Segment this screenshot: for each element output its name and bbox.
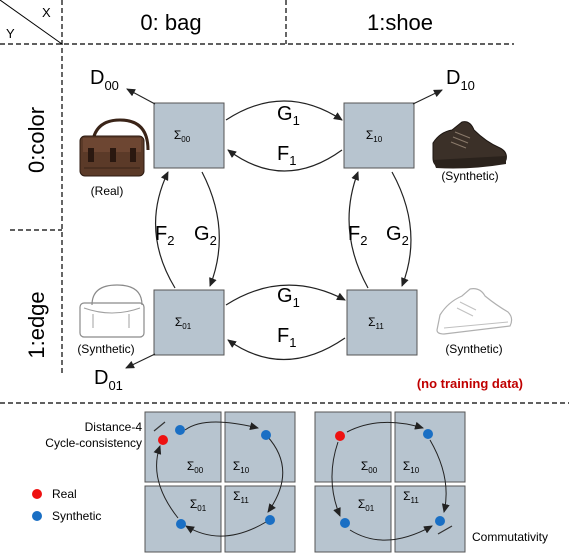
label-f2-left: F2 [155, 223, 174, 248]
arrow-g2-left [201, 171, 220, 287]
mini-left-real-dot [158, 435, 168, 445]
sigma-10-box [343, 102, 415, 169]
legend-synthetic-label: Synthetic [52, 509, 101, 523]
label-f1-top: F1 [277, 143, 296, 168]
arrow-f2-right [348, 171, 369, 289]
mini-right-sigma-10-label: Σ10 [403, 459, 420, 475]
mini-right-sigma-11-box [394, 485, 466, 553]
mini-right-sigma-00-label: Σ00 [361, 459, 378, 475]
row-header-color: 0:color [24, 107, 49, 173]
arrow-d00 [126, 88, 156, 105]
label-g2-right: G2 [386, 223, 409, 248]
note-no-training-data: (no training data) [417, 376, 523, 391]
sigma-10-label: Σ10 [366, 128, 383, 144]
label-d01: D01 [94, 367, 123, 393]
mini-right-real-dot [335, 431, 345, 441]
arrow-f2-left [155, 171, 176, 289]
caption-bag-edge: (Synthetic) [77, 342, 134, 356]
caption-shoe-edge: (Synthetic) [445, 342, 502, 356]
label-d10: D10 [446, 67, 475, 93]
arrow-g1-bottom [225, 284, 346, 306]
mini-left-sigma-10-label: Σ10 [233, 459, 250, 475]
mini-group-right: Σ00 Σ10 Σ01 Σ11 [314, 411, 466, 553]
mini-right-arrow-2 [429, 439, 450, 513]
arrow-f1-bottom [227, 337, 346, 361]
mini-right-sigma-00-box [314, 411, 392, 483]
row-header-edge: 1:edge [24, 291, 49, 358]
mini-left-sigma-00-label: Σ00 [187, 459, 204, 475]
sigma-00-box [153, 102, 225, 169]
mini-left-arrow-3 [185, 521, 267, 537]
mini-right-arrow-3 [331, 441, 341, 517]
arrow-d01 [125, 353, 156, 369]
label-f2-right: F2 [348, 223, 367, 248]
legend-real-dot [32, 489, 42, 499]
mini-left-synthetic-dot-4 [176, 519, 186, 529]
dark-shoe-photo-icon [432, 121, 507, 169]
caption-shoe-color: (Synthetic) [441, 169, 498, 183]
leather-bag-photo-icon [79, 118, 150, 177]
sigma-11-box [346, 289, 418, 356]
mini-group-left: Σ00 Σ10 Σ01 Σ11 [144, 411, 296, 553]
label-g1-bottom: G1 [277, 285, 300, 310]
mini-right-arrow-1 [346, 421, 424, 433]
legend-synthetic-dot [32, 511, 42, 521]
arrow-g1-top [225, 100, 343, 121]
mini-left-sigma-11-box [224, 485, 296, 553]
mini-right-distance-bar-icon [437, 525, 453, 535]
legend-real-label: Real [52, 487, 77, 501]
mini-right-sigma-11-label: Σ11 [403, 489, 419, 505]
label-g1-top: G1 [277, 103, 300, 128]
mini-left-arrow-4 [153, 445, 179, 519]
mini-left-arrow-2 [266, 435, 284, 513]
label-g2-left: G2 [194, 223, 217, 248]
shoe-edge-sketch-icon [436, 288, 513, 335]
label-distance-4: Distance-4 [85, 420, 143, 434]
mini-left-sigma-01-label: Σ01 [190, 497, 207, 513]
sigma-01-box [153, 289, 225, 356]
mini-left-synthetic-dot-3 [265, 515, 275, 525]
corner-y-label: Y [6, 26, 15, 41]
mini-right-synthetic-dot-1 [423, 429, 433, 439]
mini-right-sigma-01-label: Σ01 [358, 497, 375, 513]
label-f1-bottom: F1 [277, 325, 296, 350]
corner-x-label: X [42, 5, 51, 20]
mini-left-distance-bar-icon [153, 421, 166, 432]
column-header-shoe: 1:shoe [367, 10, 433, 35]
mini-right-synthetic-dot-2 [340, 518, 350, 528]
mini-left-sigma-11-label: Σ11 [233, 489, 249, 505]
label-cycle-consistency: Cycle-consistency [45, 436, 142, 450]
mini-left-arrow-1 [184, 421, 259, 431]
label-commutativity: Commutativity [472, 530, 548, 544]
sigma-00-label: Σ00 [174, 128, 191, 144]
mini-right-arrow-4 [349, 525, 433, 541]
column-header-bag: 0: bag [140, 10, 201, 35]
bag-edge-sketch-icon [79, 284, 145, 338]
mini-left-synthetic-dot-2 [261, 430, 271, 440]
sigma-11-label: Σ11 [368, 315, 384, 331]
header-grid [0, 0, 569, 404]
arrow-d10 [412, 89, 443, 105]
arrow-g2-right [391, 171, 412, 287]
mini-left-synthetic-dot-1 [175, 425, 185, 435]
caption-bag-color: (Real) [91, 184, 124, 198]
mini-left-sigma-01-box [144, 485, 222, 553]
arrow-f1-top [227, 149, 343, 172]
mini-right-sigma-01-box [314, 485, 392, 553]
sigma-01-label: Σ01 [175, 315, 192, 331]
label-d00: D00 [90, 67, 119, 93]
mini-right-synthetic-dot-3 [435, 516, 445, 526]
